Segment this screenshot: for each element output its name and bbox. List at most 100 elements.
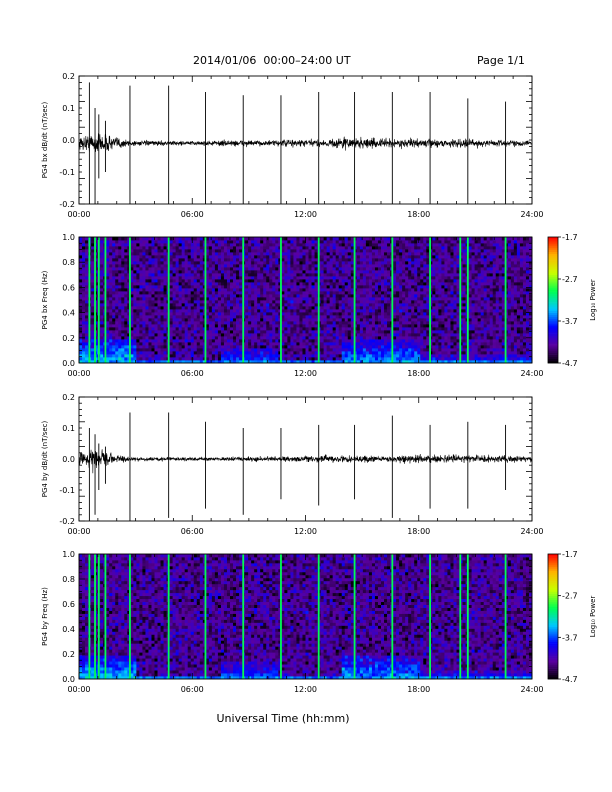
- spectrogram-cell: [226, 288, 231, 292]
- spectrogram-cell: [142, 264, 146, 268]
- spectrogram-cell: [100, 237, 104, 241]
- spectrogram-cell: [121, 261, 125, 265]
- spectrogram-cell: [163, 303, 167, 307]
- spectrogram-cell: [423, 300, 427, 304]
- spectrogram-cell: [251, 255, 255, 259]
- spectrogram-cell: [169, 312, 174, 316]
- spectrogram-cell: [408, 249, 412, 253]
- spectrogram-cell: [347, 357, 352, 361]
- spectrogram-cell: [257, 261, 261, 265]
- spectrogram-cell: [124, 240, 128, 244]
- spectrogram-cell: [287, 333, 291, 337]
- spectrogram-cell: [214, 300, 219, 304]
- spectrogram-cell: [414, 357, 418, 361]
- spectrogram-cell: [393, 288, 397, 292]
- spectrogram-cell: [251, 276, 255, 280]
- spectrogram-cell: [208, 279, 213, 283]
- spectrogram-cell: [145, 258, 149, 262]
- spectrogram-cell: [160, 276, 164, 280]
- spectrogram-cell: [199, 258, 204, 262]
- spectrogram-cell: [305, 288, 309, 292]
- spectrogram-cell: [314, 360, 318, 364]
- spectrogram-cell: [359, 351, 364, 355]
- spectrogram-cell: [127, 348, 131, 352]
- spectrogram-cell: [399, 330, 403, 334]
- spectrogram-cell: [178, 294, 183, 298]
- spectrogram-cell: [85, 306, 89, 310]
- spectrogram-cell: [387, 336, 391, 340]
- spectrogram-cell: [115, 330, 119, 334]
- spectrogram-cell: [130, 300, 134, 304]
- spectrogram-cell: [411, 309, 415, 313]
- spectrogram-cell: [381, 267, 385, 271]
- spectrogram-cell: [408, 333, 412, 337]
- spectrogram-cell: [251, 249, 255, 253]
- spectrogram-cell: [411, 246, 415, 250]
- spectrogram-cell: [220, 348, 225, 352]
- spectrogram-cell: [236, 309, 240, 313]
- spectrogram-cell: [359, 288, 364, 292]
- spectrogram-cell: [384, 339, 388, 343]
- spectrogram-cell: [377, 318, 382, 322]
- spectrogram-cell: [377, 243, 382, 247]
- spectrogram-cell: [365, 297, 370, 301]
- spectrogram-cell: [314, 327, 318, 331]
- spectrogram-cell: [199, 282, 204, 286]
- spectrogram-cell: [124, 270, 128, 274]
- spectrogram-cell: [178, 348, 183, 352]
- spectrogram-cell: [269, 315, 273, 319]
- spectrogram-cell: [248, 294, 252, 298]
- spectrogram-cell: [136, 291, 140, 295]
- spectrogram-cell: [396, 252, 400, 256]
- spectrogram-cell: [420, 258, 424, 262]
- spectrogram-cell: [365, 309, 370, 313]
- spectrogram-cell: [220, 297, 225, 301]
- spectrogram-cell: [196, 324, 201, 328]
- spectrogram-cell: [127, 249, 131, 253]
- spectrogram-cell: [350, 279, 355, 283]
- spectrogram-cell: [202, 276, 207, 280]
- spectrogram-cell: [278, 312, 282, 316]
- spectrogram-cell: [335, 306, 340, 310]
- spectrogram-cell: [426, 318, 430, 322]
- spectrogram-cell: [260, 270, 264, 274]
- spectrogram-cell: [142, 309, 146, 313]
- spectrogram-cell: [374, 315, 379, 319]
- spectrogram-cell: [148, 237, 152, 241]
- spectrogram-cell: [377, 285, 382, 289]
- spectrogram-cell: [239, 345, 243, 349]
- spectrogram-cell: [233, 333, 237, 337]
- spectrogram-cell: [236, 345, 240, 349]
- spectrogram-cell: [290, 252, 294, 256]
- spectrogram-cell: [169, 240, 174, 244]
- spectrogram-cell: [205, 237, 210, 241]
- spectrogram-cell: [420, 249, 424, 253]
- spectrogram-cell: [223, 276, 228, 280]
- spectrogram-cell: [193, 279, 198, 283]
- spectrogram-cell: [121, 255, 125, 259]
- spectrogram-cell: [314, 315, 318, 319]
- spectrogram-cell: [184, 243, 189, 247]
- spectrogram-cell: [196, 360, 201, 364]
- spectrogram-cell: [121, 327, 125, 331]
- spectrogram-cell: [335, 300, 340, 304]
- spectrogram-cell: [269, 282, 273, 286]
- spectrogram-cell: [91, 327, 95, 331]
- spectrogram-cell: [211, 333, 216, 337]
- spectrogram-cell: [260, 255, 264, 259]
- spectrogram-cell: [296, 315, 300, 319]
- spectrogram-cell: [214, 354, 219, 358]
- spectrogram-cell: [85, 333, 89, 337]
- spectrogram-cell: [362, 297, 367, 301]
- spectrogram-cell: [112, 336, 116, 340]
- spectrogram-cell: [411, 288, 415, 292]
- spectrogram-cell: [281, 348, 285, 352]
- spectrogram-cell: [350, 258, 355, 262]
- spectrogram-cell: [236, 252, 240, 256]
- spectrogram-cell: [208, 255, 213, 259]
- spectrogram-cell: [329, 273, 334, 277]
- spectrogram-cell: [405, 294, 409, 298]
- spectrogram-cell: [335, 309, 340, 313]
- spectrogram-cell: [112, 267, 116, 271]
- spectrogram-cell: [260, 252, 264, 256]
